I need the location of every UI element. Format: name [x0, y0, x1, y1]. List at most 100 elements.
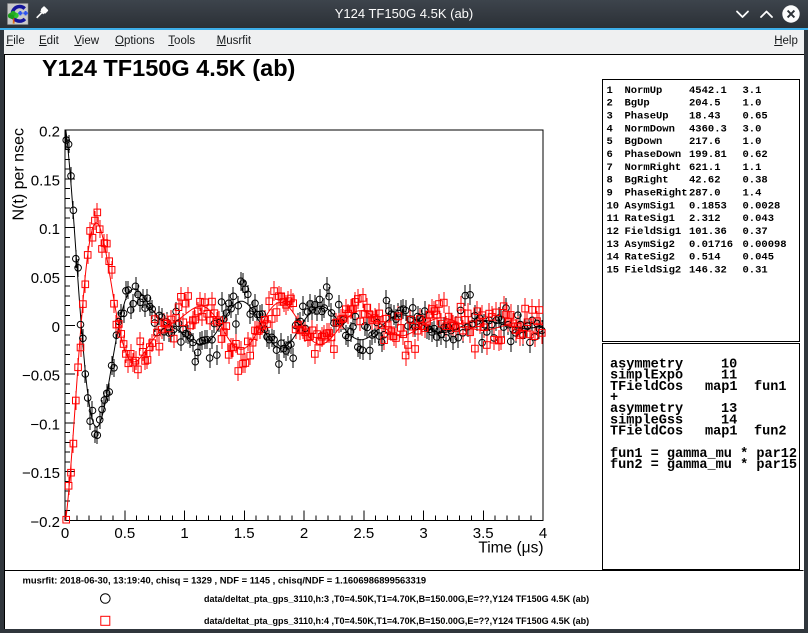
svg-text:42.62: 42.62	[689, 175, 721, 187]
svg-text:18.43: 18.43	[689, 111, 721, 123]
svg-text:3: 3	[607, 111, 613, 123]
svg-text:4: 4	[539, 525, 547, 542]
svg-text:simplExpo: simplExpo	[610, 369, 683, 384]
svg-text:217.6: 217.6	[689, 136, 721, 148]
svg-text:AsymSig1: AsymSig1	[625, 200, 675, 212]
svg-text:0.514: 0.514	[689, 252, 721, 264]
svg-text:204.5: 204.5	[689, 98, 721, 110]
svg-text:0.01716: 0.01716	[689, 239, 733, 251]
svg-text:NormUp: NormUp	[625, 85, 663, 97]
svg-text:1.0: 1.0	[743, 98, 762, 110]
svg-text:3.0: 3.0	[743, 123, 762, 135]
svg-text:map1: map1	[705, 380, 738, 395]
svg-text:0.2: 0.2	[39, 124, 60, 141]
svg-text:4542.1: 4542.1	[689, 85, 727, 97]
svg-text:fun2: fun2	[754, 425, 787, 440]
svg-text:146.32: 146.32	[689, 264, 727, 276]
svg-text:0.1: 0.1	[39, 221, 60, 238]
svg-text:FieldSig2: FieldSig2	[625, 264, 682, 276]
svg-text:TFieldCos: TFieldCos	[610, 380, 683, 395]
svg-text:data/deltat_pta_gps_3110,h:4 ,: data/deltat_pta_gps_3110,h:4 ,T0=4.50K,T…	[204, 616, 589, 626]
svg-text:3: 3	[419, 525, 427, 542]
svg-text:TFieldCos: TFieldCos	[610, 425, 683, 440]
svg-text:0.1853: 0.1853	[689, 200, 727, 212]
svg-text:simpleGss: simpleGss	[610, 413, 683, 428]
svg-text:1: 1	[180, 525, 188, 542]
svg-text:1: 1	[607, 85, 613, 97]
svg-text:−0.05: −0.05	[22, 368, 60, 385]
svg-text:RateSig1: RateSig1	[625, 213, 675, 225]
svg-text:2: 2	[300, 525, 308, 542]
svg-text:1.4: 1.4	[743, 187, 762, 199]
svg-text:13: 13	[607, 239, 620, 251]
svg-text:0.05: 0.05	[31, 270, 60, 287]
svg-text:199.81: 199.81	[689, 149, 727, 161]
svg-text:11: 11	[721, 369, 737, 384]
svg-text:5: 5	[607, 136, 613, 148]
svg-text:0.65: 0.65	[743, 111, 768, 123]
svg-text:0.045: 0.045	[743, 252, 775, 264]
svg-text:0.043: 0.043	[743, 213, 775, 225]
svg-text:2.312: 2.312	[689, 213, 721, 225]
svg-text:fun2 = gamma_mu * par15: fun2 = gamma_mu * par15	[610, 458, 797, 473]
svg-text:14: 14	[607, 252, 620, 264]
svg-text:3.5: 3.5	[473, 525, 494, 542]
svg-text:15: 15	[607, 264, 620, 276]
svg-text:14: 14	[721, 413, 737, 428]
svg-text:musrfit: 2018-06-30, 13:19:40,: musrfit: 2018-06-30, 13:19:40, chisq = 1…	[23, 575, 427, 586]
svg-text:−0.15: −0.15	[22, 465, 60, 482]
svg-text:0.0028: 0.0028	[743, 200, 781, 212]
svg-text:AsymSig2: AsymSig2	[625, 239, 675, 251]
svg-text:12: 12	[607, 226, 620, 238]
svg-text:8: 8	[607, 175, 613, 187]
svg-text:621.1: 621.1	[689, 162, 721, 174]
svg-text:2.5: 2.5	[353, 525, 374, 542]
svg-text:NormDown: NormDown	[625, 123, 675, 135]
svg-text:4: 4	[607, 123, 613, 135]
svg-text:4360.3: 4360.3	[689, 123, 727, 135]
svg-text:N(t) per nsec: N(t) per nsec	[11, 128, 28, 220]
svg-text:−0.1: −0.1	[30, 416, 60, 433]
svg-text:map1: map1	[705, 425, 738, 440]
svg-text:RateSig2: RateSig2	[625, 252, 675, 264]
svg-text:101.36: 101.36	[689, 226, 727, 238]
svg-text:1.1: 1.1	[743, 162, 762, 174]
svg-text:0: 0	[61, 525, 69, 542]
svg-text:3.1: 3.1	[743, 85, 762, 97]
svg-text:PhaseRight: PhaseRight	[625, 187, 688, 199]
svg-text:NormRight: NormRight	[625, 162, 682, 174]
svg-text:7: 7	[607, 162, 613, 174]
svg-text:data/deltat_pta_gps_3110,h:3 ,: data/deltat_pta_gps_3110,h:3 ,T0=4.50K,T…	[204, 594, 589, 604]
svg-text:9: 9	[607, 187, 613, 199]
svg-text:asymmetry: asymmetry	[610, 402, 683, 417]
svg-text:0: 0	[52, 319, 60, 336]
svg-text:2: 2	[607, 98, 613, 110]
svg-text:BgRight: BgRight	[625, 175, 669, 187]
svg-text:BgUp: BgUp	[625, 98, 650, 110]
svg-text:PhaseDown: PhaseDown	[625, 149, 682, 161]
svg-text:6: 6	[607, 149, 613, 161]
svg-text:BgDown: BgDown	[625, 136, 663, 148]
svg-text:13: 13	[721, 402, 737, 417]
svg-text:Time (μs): Time (μs)	[478, 540, 543, 557]
svg-text:0.62: 0.62	[743, 149, 768, 161]
svg-text:11: 11	[607, 213, 620, 225]
svg-text:fun1 = gamma_mu * par12: fun1 = gamma_mu * par12	[610, 447, 797, 462]
svg-text:1.5: 1.5	[234, 525, 255, 542]
svg-text:0.31: 0.31	[743, 264, 768, 276]
svg-text:287.0: 287.0	[689, 187, 721, 199]
svg-text:10: 10	[721, 357, 737, 372]
svg-text:0.37: 0.37	[743, 226, 768, 238]
svg-text:0.00098: 0.00098	[743, 239, 787, 251]
svg-text:asymmetry: asymmetry	[610, 357, 683, 372]
svg-text:Y124 TF150G 4.5K (ab): Y124 TF150G 4.5K (ab)	[42, 55, 295, 81]
svg-text:10: 10	[607, 200, 620, 212]
svg-text:FieldSig1: FieldSig1	[625, 226, 682, 238]
svg-text:0.38: 0.38	[743, 175, 768, 187]
svg-text:PhaseUp: PhaseUp	[625, 111, 669, 123]
svg-text:0.5: 0.5	[114, 525, 135, 542]
svg-text:−0.2: −0.2	[30, 514, 60, 531]
svg-text:fun1: fun1	[754, 380, 787, 395]
svg-text:1.0: 1.0	[743, 136, 762, 148]
svg-text:+: +	[610, 391, 618, 406]
